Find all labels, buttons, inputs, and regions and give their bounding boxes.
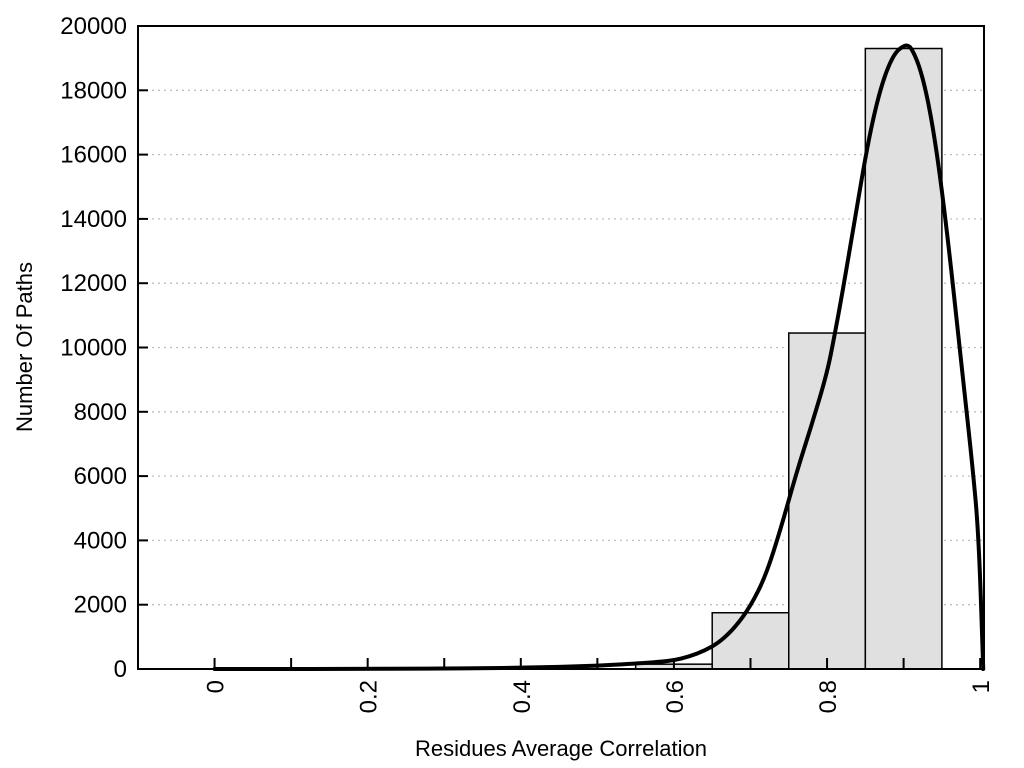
histogram-bar <box>864 47 943 670</box>
plot-frame <box>137 25 985 670</box>
x-tick-label: 1 <box>968 680 995 693</box>
frame-layer <box>137 25 985 670</box>
x-axis-title: Residues Average Correlation <box>415 736 707 761</box>
y-tick-label: 2000 <box>74 592 127 619</box>
y-tick-label: 18000 <box>60 77 127 104</box>
y-tick-label: 20000 <box>60 13 127 40</box>
y-tick-label: 12000 <box>60 270 127 297</box>
y-tick-label: 0 <box>114 656 127 683</box>
y-tick-label: 10000 <box>60 335 127 362</box>
y-tick-label: 8000 <box>74 399 127 426</box>
x-tick-label: 0.6 <box>662 680 689 713</box>
fit-curve <box>212 43 986 671</box>
histogram-bar <box>788 332 867 670</box>
y-tick-label: 16000 <box>60 142 127 169</box>
x-tick-label: 0.4 <box>509 680 536 713</box>
x-tick-label: 0.8 <box>815 680 842 713</box>
y-axis-title: Number Of Paths <box>12 262 37 432</box>
bars-layer <box>634 47 943 670</box>
curve-layer <box>212 43 986 671</box>
y-tick-label: 14000 <box>60 206 127 233</box>
y-tick-label: 6000 <box>74 463 127 490</box>
x-tick-label: 0.2 <box>356 680 383 713</box>
ticks-layer <box>139 25 982 670</box>
x-tick-label: 0 <box>203 680 230 693</box>
tick-labels-layer: 0 0.2 0.4 0.6 0.8 1 0 2000 4000 6000 8000 10000 1200… <box>60 13 995 713</box>
y-tick-label: 4000 <box>74 527 127 554</box>
